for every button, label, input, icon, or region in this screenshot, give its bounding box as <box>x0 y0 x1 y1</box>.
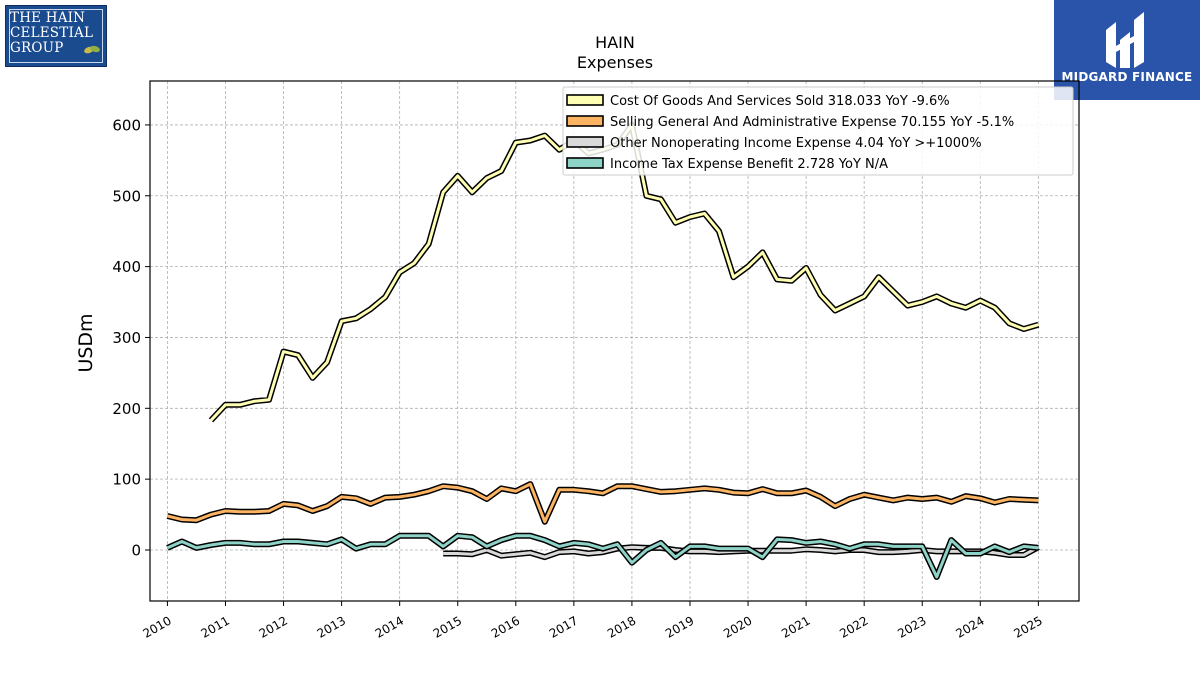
logo-line-1: THE HAIN <box>10 10 86 26</box>
x-tick-label: 2024 <box>953 613 986 640</box>
series-lines <box>166 121 1040 580</box>
y-tick-label: 0 <box>131 541 141 559</box>
series-outline <box>166 481 1039 525</box>
y-axis: 0 100 200 300 400 500 600 <box>112 116 150 559</box>
legend-swatch <box>566 115 604 127</box>
y-tick-label: 400 <box>112 258 141 276</box>
x-tick-label: 2022 <box>837 613 870 640</box>
hain-celestial-logo: THE HAIN CELESTIAL GROUP <box>5 5 107 67</box>
x-tick-label: 2017 <box>547 613 580 640</box>
logo-frame <box>9 9 103 63</box>
legend-entry: Cost Of Goods And Services Sold 318.033 … <box>610 94 950 109</box>
x-tick-label: 2020 <box>721 613 754 640</box>
x-tick-label: 2011 <box>199 613 232 640</box>
legend-swatch <box>566 136 604 148</box>
logo-line-2: CELESTIAL <box>10 25 94 41</box>
legend-swatch <box>566 94 604 106</box>
logo-wordmark: THE HAIN CELESTIAL GROUP <box>10 11 102 56</box>
legend-entry: Other Nonoperating Income Expense 4.04 Y… <box>610 136 982 151</box>
chart-subtitle: Expenses <box>577 53 653 72</box>
chart-title: HAIN <box>595 33 635 52</box>
y-tick-label: 300 <box>112 329 141 347</box>
x-tick-label: 2015 <box>431 613 464 640</box>
y-tick-label: 500 <box>112 187 141 205</box>
x-tick-label: 2012 <box>257 613 290 640</box>
series-3 <box>166 532 1039 580</box>
x-tick-label: 2016 <box>489 613 522 640</box>
x-tick-label: 2023 <box>895 613 928 640</box>
x-tick-label: 2021 <box>779 613 812 640</box>
x-tick-label: 2013 <box>315 613 348 640</box>
legend-swatch <box>566 157 604 169</box>
legend-box <box>562 86 1074 176</box>
x-tick-label: 2014 <box>373 613 406 640</box>
legend-entry: Selling General And Administrative Expen… <box>610 115 1014 130</box>
leaf-icon <box>84 45 100 54</box>
x-axis: 2010 2011 2012 2013 2014 2015 2016 2017 2018 2019… <box>140 601 1045 641</box>
x-tick-label: 2025 <box>1011 613 1044 640</box>
legend-entry: Income Tax Expense Benefit 2.728 YoY N/A <box>610 157 888 172</box>
legend: Cost Of Goods And Services Sold 318.033 … <box>562 86 1074 176</box>
logo-line-3: GROUP <box>10 40 64 56</box>
series-line <box>166 534 1039 579</box>
series-1 <box>166 481 1039 525</box>
x-tick-label: 2019 <box>663 613 696 640</box>
x-tick-label: 2010 <box>140 613 173 640</box>
y-tick-label: 100 <box>112 471 141 489</box>
y-axis-label: USDm <box>75 313 97 372</box>
midgard-finance-name: MIDGARD FINANCE <box>1061 70 1193 84</box>
midgard-mark-icon <box>1106 12 1144 68</box>
plot-frame <box>149 80 1080 602</box>
x-tick-label: 2018 <box>605 613 638 640</box>
y-tick-label: 600 <box>112 116 141 134</box>
y-tick-label: 200 <box>112 400 141 418</box>
midgard-finance-logo: MIDGARD FINANCE <box>1054 0 1200 100</box>
series-line <box>167 482 1039 524</box>
